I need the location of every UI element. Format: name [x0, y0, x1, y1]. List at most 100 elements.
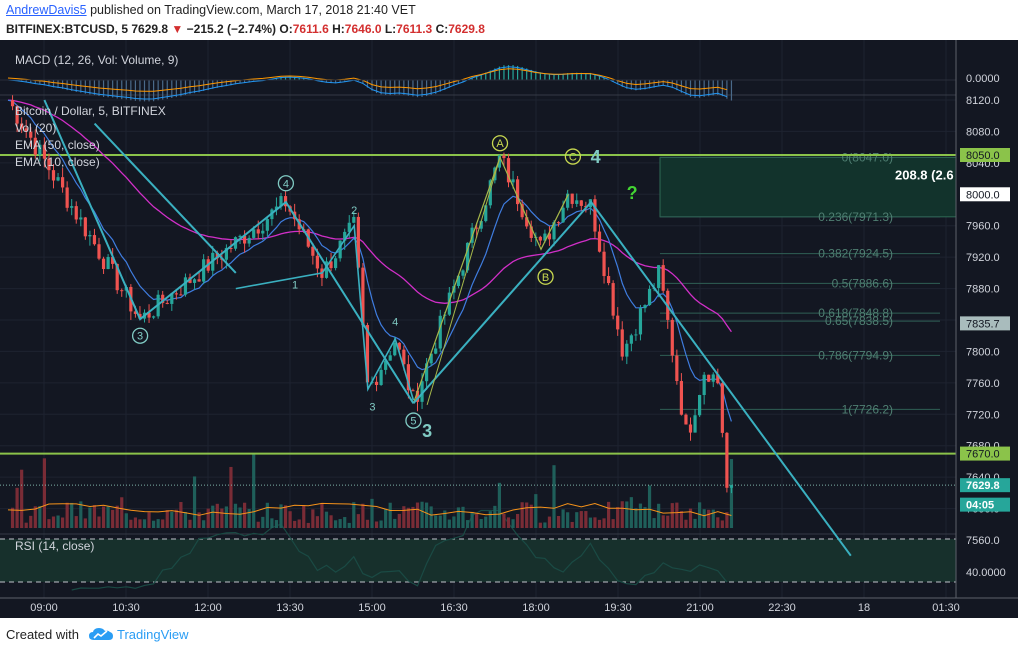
publish-line: AndrewDavis5 published on TradingView.co…	[6, 3, 416, 17]
wave-label-circle	[491, 135, 509, 152]
volume-bar	[206, 508, 210, 528]
candle-body	[502, 155, 506, 159]
volume-bar	[543, 522, 547, 528]
volume-bar	[720, 520, 724, 528]
time-tick-label: 12:00	[194, 602, 222, 614]
candle-body	[138, 313, 142, 319]
volume-bar	[552, 465, 556, 528]
volume-bar	[402, 506, 406, 528]
volume-bar	[447, 519, 451, 528]
volume-bar	[29, 515, 33, 528]
volume-bar	[525, 502, 529, 528]
volume-bar	[311, 509, 315, 528]
candle-body	[197, 279, 201, 282]
time-tick-label: 18:00	[522, 602, 550, 614]
volume-bar	[129, 519, 133, 528]
fib-zone	[659, 156, 957, 218]
wave-label-circle	[405, 412, 422, 429]
wave-label-text: 3	[369, 401, 375, 413]
volume-bar	[575, 512, 579, 528]
volume-bar	[10, 507, 15, 528]
volume-bar	[434, 515, 438, 528]
candle-body	[611, 283, 615, 316]
author-link[interactable]: AndrewDavis5	[6, 3, 87, 17]
tradingview-link[interactable]: TradingView	[117, 627, 189, 642]
volume-bar	[534, 494, 538, 528]
abc-path	[412, 155, 569, 404]
volume-bar	[315, 516, 319, 528]
volume-bar	[147, 512, 151, 528]
volume-bar	[620, 501, 624, 528]
volume-bar	[115, 505, 119, 528]
volume-bar	[484, 516, 488, 528]
candle-body	[497, 155, 501, 168]
volume-bar	[420, 501, 424, 528]
volume-bar	[256, 521, 260, 528]
candle-body	[670, 319, 674, 356]
time-tick-label: 16:30	[440, 602, 468, 614]
main-title: Bitcoin / Dollar, 5, BITFINEX	[15, 104, 166, 118]
candle-body	[529, 226, 533, 238]
close-value: 7629.8	[448, 22, 485, 36]
tradingview-cloud-icon[interactable]	[88, 626, 114, 642]
horizontal-levels[interactable]	[0, 154, 956, 486]
volume-bar	[188, 519, 192, 528]
price-badge-label: 7629.8	[966, 480, 1000, 492]
volume-bar	[320, 503, 324, 528]
candle-body	[620, 329, 624, 357]
wave-path-2	[235, 223, 415, 401]
candle-body	[552, 222, 556, 240]
volume-bar	[493, 505, 497, 528]
chart-canvas[interactable]: 0(8047.0) 0.236(7971.3) 0.382(7924.5) 0.5(7…	[0, 40, 1018, 618]
fib-level-label: 1(7726.2)	[842, 402, 893, 416]
ema10-path	[7, 99, 732, 422]
volume-bar	[561, 509, 565, 528]
symbol[interactable]: BITFINEX:BTCUSD, 5	[6, 22, 129, 36]
volume-bar	[65, 502, 69, 528]
volume-bar	[97, 516, 101, 528]
volume-bar	[470, 511, 474, 528]
volume-ma-line	[7, 502, 732, 517]
volume-bar	[38, 506, 42, 528]
candle-body	[170, 293, 174, 304]
volume-bar	[211, 505, 215, 528]
volume-bar	[702, 509, 706, 528]
volume-bar	[138, 519, 142, 528]
candle-body	[456, 275, 461, 286]
wave-label-text: A	[496, 138, 504, 150]
volume-bar	[634, 508, 638, 528]
volume-bar	[270, 518, 274, 528]
candle-body	[92, 235, 97, 245]
time-axis[interactable]: 09:00 10:30 12:00 13:30 15:00 16:30 18:00 19:30…	[30, 602, 960, 614]
volume-bar	[356, 514, 360, 528]
rsi-value: 40.0000	[966, 567, 1006, 579]
volume-bar	[429, 506, 433, 528]
fib-level-label: 0.236(7971.3)	[818, 210, 893, 224]
volume-bar	[338, 519, 342, 528]
volume-bar	[393, 518, 397, 528]
candle-body	[488, 180, 492, 206]
published-text: published on TradingView.com, March 17, …	[86, 3, 416, 17]
volume-bar	[179, 502, 183, 528]
volume-bar	[579, 511, 583, 528]
fib-retracement[interactable]: 0(8047.0) 0.236(7971.3) 0.382(7924.5) 0.5(7…	[659, 150, 957, 416]
candle-body	[256, 229, 260, 234]
volume-bar	[302, 505, 306, 528]
volume-bar	[584, 511, 588, 528]
price-axis[interactable]: 8120.08080.08040.08000.07960.07920.07880…	[960, 95, 1010, 547]
price-badge	[960, 148, 1010, 162]
price-badge-label: 8000.0	[966, 189, 1000, 201]
volume-bar	[411, 506, 415, 528]
price-tick-label: 7560.0	[966, 535, 1000, 547]
fib-level-label: 0.5(7886.6)	[832, 276, 893, 290]
volume-bar	[297, 519, 301, 528]
volume-bar	[42, 458, 46, 528]
trend-drawings[interactable]	[43, 99, 852, 557]
volume-bar	[570, 521, 574, 528]
volume-bar	[361, 503, 365, 528]
volume-bar	[343, 517, 347, 528]
footer: Created with TradingView	[0, 618, 1018, 652]
volume-bar	[479, 518, 483, 528]
price-tick-label: 7880.0	[966, 284, 1000, 296]
candle-body	[111, 257, 115, 264]
